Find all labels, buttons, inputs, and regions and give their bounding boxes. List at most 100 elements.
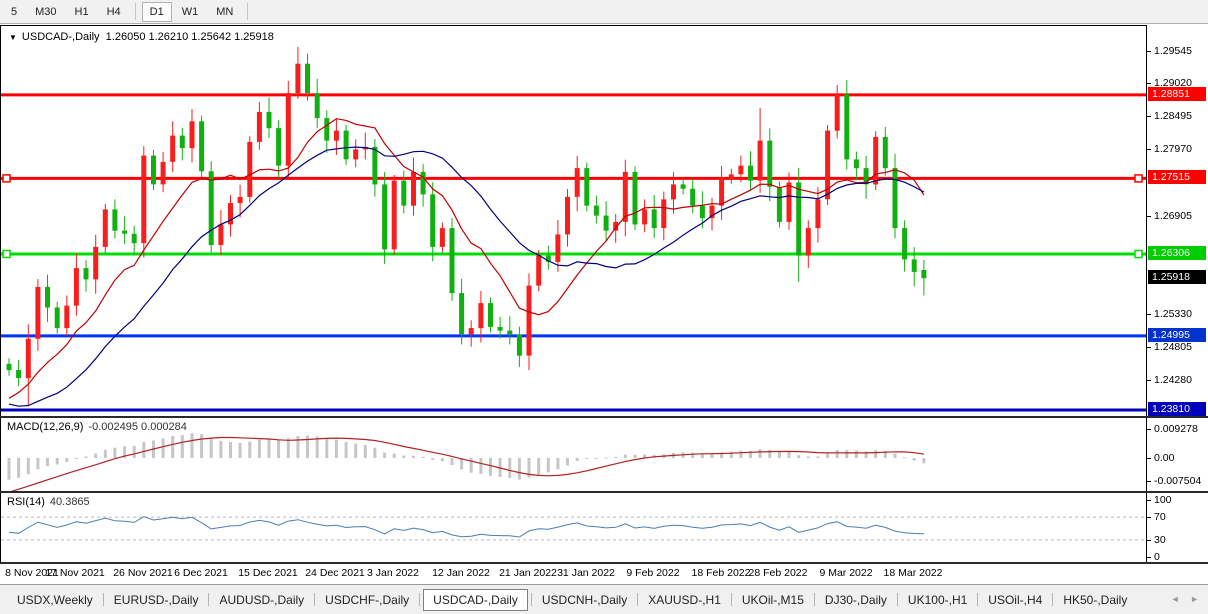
candle	[122, 216, 128, 244]
macd-bar	[65, 458, 69, 463]
macd-bar	[806, 456, 810, 458]
axis-tick-mark	[1147, 116, 1151, 117]
tab-separator	[208, 593, 210, 606]
candle	[536, 250, 542, 292]
date-label: 9 Mar 2022	[819, 567, 873, 579]
macd-bar	[383, 452, 387, 458]
rsi-current-value: 40.3865	[49, 496, 90, 508]
axis-tick-mark	[1147, 83, 1151, 84]
chart-tab-usdcad-daily[interactable]: USDCAD-,Daily	[423, 588, 528, 611]
price-chart-panel[interactable]: ▼ USDCAD-,Daily 1.26050 1.26210 1.25642 1…	[0, 25, 1147, 417]
hline-1.26306[interactable]	[1, 249, 1147, 259]
timeframe-button-d1[interactable]: D1	[141, 1, 172, 22]
macd-bar	[556, 458, 560, 470]
timeframe-button-5[interactable]: 5	[11, 5, 18, 18]
price-marker-1.26306: 1.26306	[1148, 246, 1206, 260]
macd-bar	[614, 457, 618, 458]
macd-bar	[74, 458, 78, 459]
price-axis-tick: 1.24280	[1154, 374, 1192, 386]
macd-bar	[729, 451, 733, 458]
macd-bar	[402, 455, 406, 458]
chart-tab-usdchf-daily[interactable]: USDCHF-,Daily	[325, 592, 410, 607]
chart-tab-eurusd-daily[interactable]: EURUSD-,Daily	[113, 592, 199, 607]
candle	[151, 150, 156, 190]
candle	[25, 324, 31, 407]
macd-bar	[739, 450, 743, 458]
tab-separator	[813, 593, 815, 606]
chart-tab-dj30-daily[interactable]: DJ30-,Daily	[824, 592, 887, 607]
rsi-axis-tick: 70	[1154, 511, 1166, 523]
candle	[825, 125, 831, 205]
candle	[411, 157, 416, 216]
candle	[767, 128, 773, 202]
chart-tab-hk50-daily[interactable]: HK50-,Daily	[1063, 592, 1128, 607]
macd-bar	[200, 434, 204, 458]
line-handle[interactable]	[1134, 174, 1143, 183]
macd-bar	[469, 458, 473, 473]
candle	[179, 127, 185, 161]
macd-bar	[768, 449, 772, 458]
dropdown-triangle-icon[interactable]: ▼	[9, 33, 17, 42]
chart-tab-usoil-h4[interactable]: USOil-,H4	[988, 592, 1043, 607]
rsi-indicator-panel[interactable]: RSI(14) 40.3865	[0, 493, 1147, 562]
rsi-svg[interactable]	[1, 493, 1147, 562]
line-handle[interactable]	[2, 174, 11, 183]
macd-bar	[643, 454, 647, 458]
timeframe-button-h4[interactable]: H4	[106, 5, 121, 18]
candle	[35, 279, 41, 351]
macd-bar	[238, 442, 242, 458]
chart-tab-bar: USDX,Weekly EURUSD-,Daily AUDUSD-,Daily USD…	[0, 584, 1208, 614]
macd-bar	[412, 455, 415, 458]
axis-tick-mark	[1147, 216, 1151, 217]
price-axis: 1.29545 1.29020 1.28495 1.27970 1.26905 1.253…	[1146, 25, 1208, 564]
macd-bar	[334, 439, 338, 458]
macd-svg[interactable]	[1, 418, 1147, 491]
candle	[738, 155, 744, 183]
tab-scroll-arrows[interactable]: ◄ ►	[1170, 594, 1203, 604]
line-handle[interactable]	[1134, 249, 1143, 259]
line-handle[interactable]	[2, 249, 11, 259]
timeframe-button-h1[interactable]: H1	[74, 5, 89, 18]
tab-separator	[314, 593, 316, 606]
candle	[468, 320, 474, 347]
panel-separator[interactable]	[0, 491, 1208, 493]
candle	[516, 326, 522, 367]
macd-bar	[903, 457, 907, 459]
macd-bar	[585, 458, 589, 459]
timeframe-button-m30[interactable]: M30	[35, 5, 57, 18]
macd-bar	[749, 450, 752, 458]
macd-bar	[84, 456, 88, 458]
macd-name: MACD(12,26,9)	[7, 421, 84, 433]
macd-bar	[787, 452, 791, 458]
candle	[420, 164, 426, 207]
candle	[719, 165, 725, 220]
hline-1.27515[interactable]	[1, 174, 1147, 183]
chart-tab-xauusd-h1[interactable]: XAUUSD-,H1	[648, 592, 721, 607]
chart-tab-uk100-h1[interactable]: UK100-,H1	[907, 592, 968, 607]
timeframe-button-w1[interactable]: W1	[181, 5, 199, 18]
macd-bar	[594, 457, 598, 459]
macd-bar	[229, 442, 232, 458]
chart-tab-usdx-weekly[interactable]: USDX,Weekly	[17, 592, 93, 607]
date-label: 6 Dec 2021	[174, 567, 228, 579]
macd-indicator-panel[interactable]: MACD(12,26,9) -0.002495 0.000284	[0, 418, 1146, 491]
macd-bar	[219, 440, 223, 458]
macd-bar	[123, 446, 127, 458]
macd-bar	[132, 445, 136, 458]
macd-axis-tick: -0.007504	[1154, 475, 1202, 487]
macd-bar	[46, 458, 49, 467]
macd-bar	[604, 457, 608, 459]
chart-tab-audusd-daily[interactable]: AUDUSD-,Daily	[219, 592, 305, 607]
candle	[45, 274, 50, 322]
macd-bar	[190, 433, 194, 458]
chart-tab-usdcnh-daily[interactable]: USDCNH-,Daily	[541, 592, 628, 607]
candle	[603, 201, 609, 241]
main-chart-svg[interactable]	[1, 26, 1147, 417]
panel-separator[interactable]	[0, 416, 1208, 418]
candle	[796, 168, 802, 282]
price-marker-1.23810: 1.23810	[1148, 402, 1206, 416]
macd-bar	[797, 455, 801, 458]
timeframe-button-mn[interactable]: MN	[216, 5, 234, 18]
price-marker-1.27515: 1.27515	[1148, 170, 1206, 184]
chart-tab-ukoil-m15[interactable]: UKOil-,M15	[741, 592, 804, 607]
